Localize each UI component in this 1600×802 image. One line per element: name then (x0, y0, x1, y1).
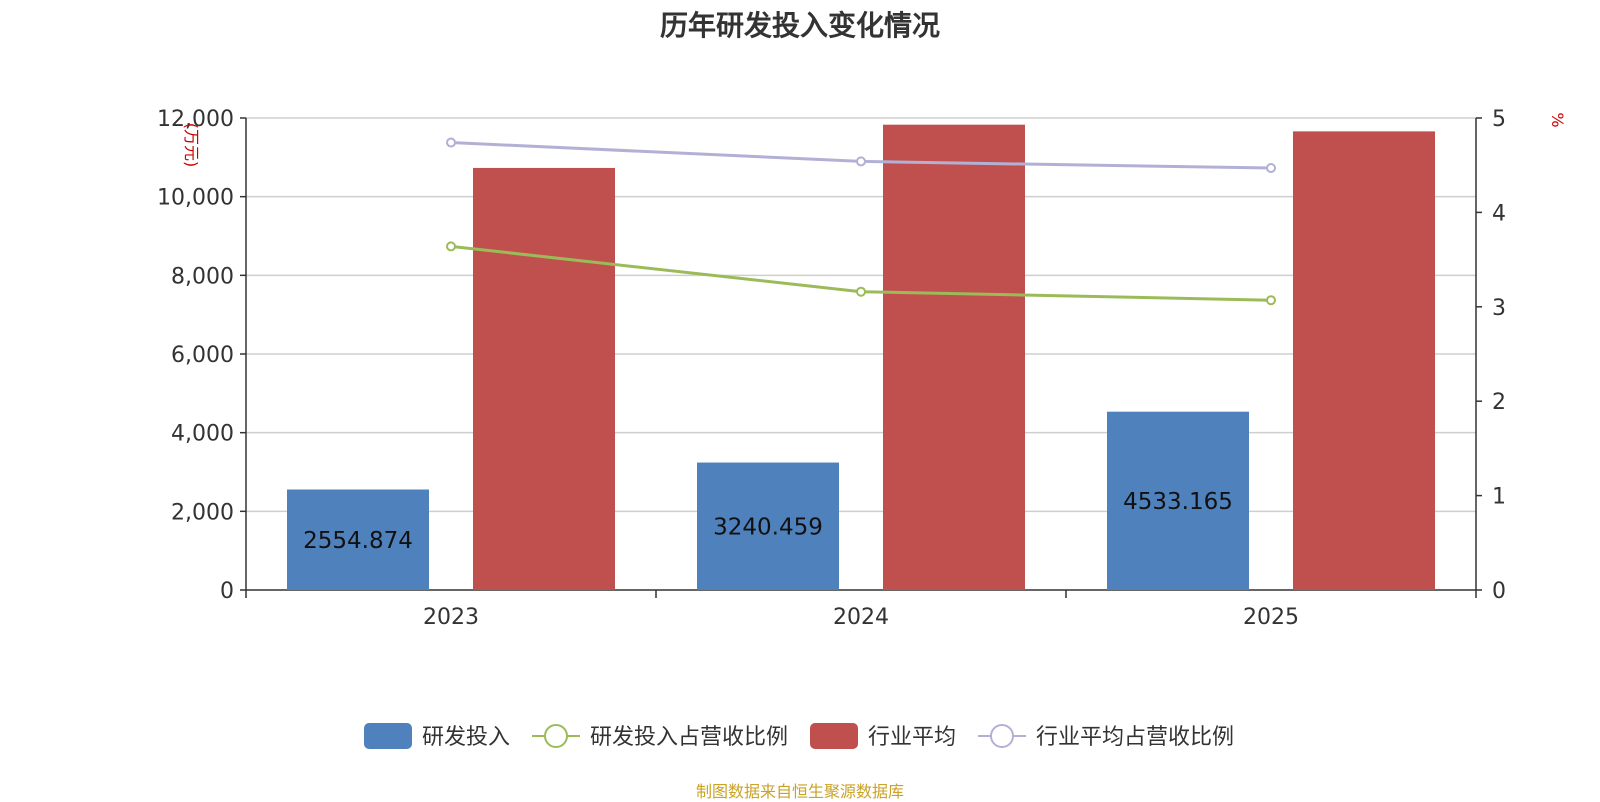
y-left-unit-label: (万元) (182, 123, 201, 168)
y-left-tick-label: 6,000 (171, 343, 234, 368)
y-right-tick-label: 3 (1492, 296, 1506, 321)
line-point-2023 (446, 241, 456, 252)
chart-title: 历年研发投入变化情况 (659, 9, 940, 42)
bar-rd-2023 (287, 489, 429, 590)
bar-rd-2025 (1107, 411, 1249, 590)
y-left-tick-label: 0 (220, 579, 234, 604)
x-tick-label: 2024 (833, 605, 889, 630)
legend-swatch-bar (364, 723, 412, 749)
y-left-tick-label: 10,000 (157, 186, 234, 211)
y-left-tick-label: 12,000 (157, 107, 234, 132)
x-tick-label: 2025 (1243, 605, 1299, 630)
legend-label: 研发投入 (422, 725, 510, 750)
y-right-tick-label: 2 (1492, 390, 1506, 415)
line-point-2025 (1266, 295, 1276, 306)
line-point-2025 (1266, 163, 1276, 174)
legend-swatch-bar (810, 723, 858, 749)
y-left-tick-label: 2,000 (171, 500, 234, 525)
bar-data-label: 4533.165 (1123, 489, 1233, 515)
source-note: 制图数据来自恒生聚源数据库 (695, 782, 904, 801)
bar-industry-2025 (1293, 131, 1435, 590)
bar-data-label: 2554.874 (303, 528, 413, 554)
y-right-tick-label: 1 (1492, 485, 1506, 510)
legend-swatch-marker (544, 724, 568, 748)
line-point-2024 (856, 156, 866, 167)
bar-industry-2024 (883, 124, 1025, 590)
bar-rd-2024 (697, 462, 839, 590)
bar-industry-2023 (473, 167, 615, 590)
line-point-2024 (856, 286, 866, 297)
y-right-tick-label: 5 (1492, 107, 1506, 132)
chart-plot: 0 2,000 4,000 6,000 8,000 10,000 12,000 0 1 2 3 4 5 (… (157, 107, 1567, 750)
y-right-tick-label: 4 (1492, 201, 1506, 226)
x-tick-label: 2023 (423, 605, 479, 630)
line-point-2023 (446, 137, 456, 148)
y-right-tick-label: 0 (1492, 579, 1506, 604)
legend-label: 研发投入占营收比例 (590, 725, 788, 750)
legend-swatch-marker (990, 724, 1014, 748)
bar-data-label: 3240.459 (713, 514, 823, 540)
y-right-unit-label: % (1548, 112, 1567, 127)
legend-label: 行业平均 (868, 725, 956, 750)
legend-label: 行业平均占营收比例 (1036, 725, 1234, 750)
y-left-tick-label: 4,000 (171, 422, 234, 447)
y-left-tick-label: 8,000 (171, 264, 234, 289)
